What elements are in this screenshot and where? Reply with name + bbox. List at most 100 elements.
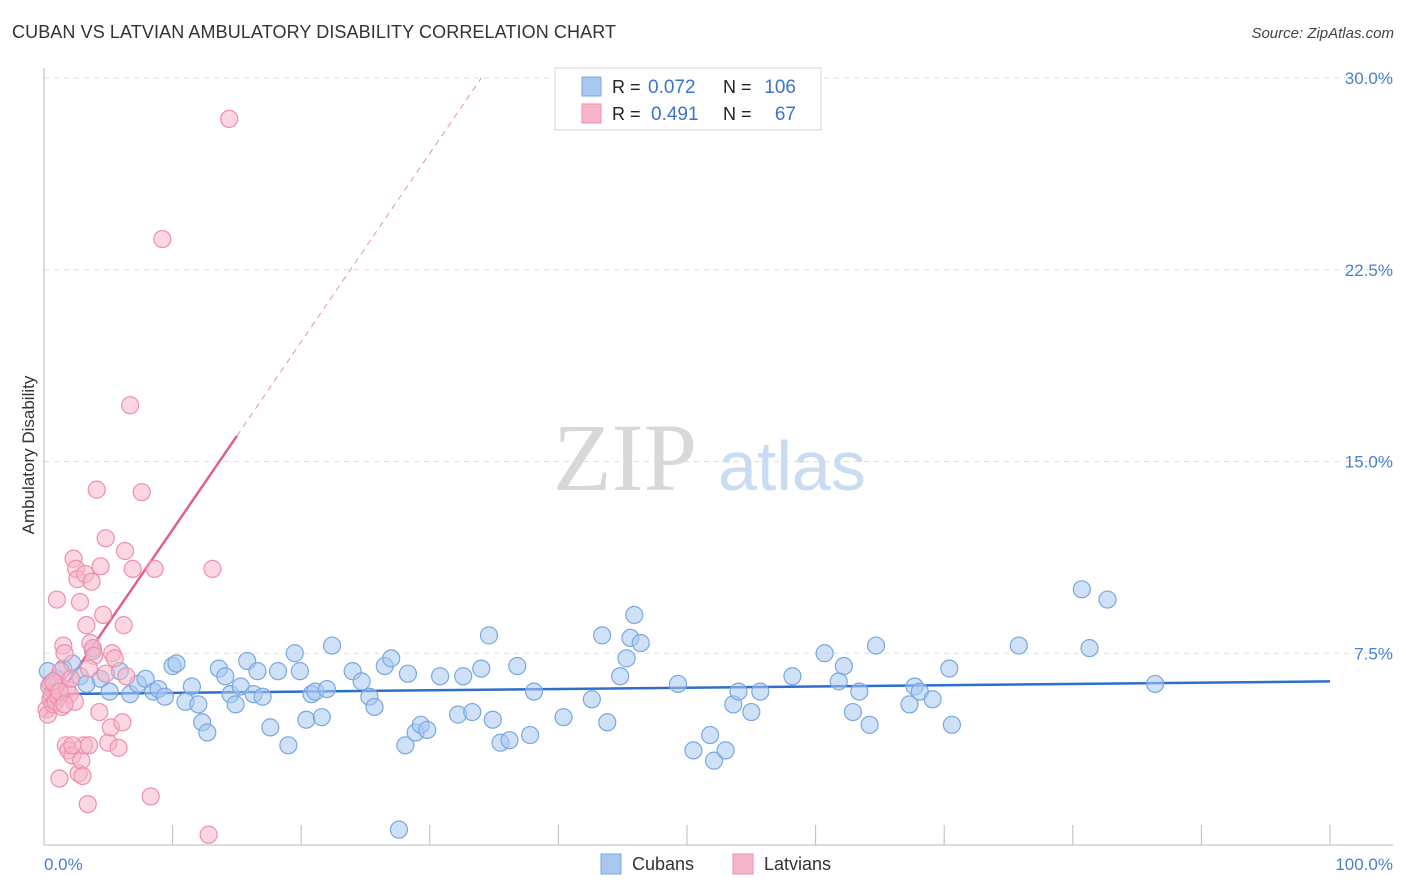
- bottom-legend-swatch-cubans: [601, 854, 621, 874]
- cuban-point: [830, 673, 847, 690]
- y-tick-labels: 7.5% 15.0% 22.5% 30.0%: [1345, 69, 1393, 663]
- cuban-point: [702, 727, 719, 744]
- latvian-point: [146, 560, 163, 577]
- latvian-point: [154, 231, 171, 248]
- cuban-point: [612, 668, 629, 685]
- bottom-legend: Cubans Latvians: [601, 854, 831, 874]
- cuban-point: [784, 668, 801, 685]
- latvian-point: [106, 650, 123, 667]
- cuban-point: [669, 675, 686, 692]
- cuban-point: [816, 645, 833, 662]
- cuban-point: [1081, 640, 1098, 657]
- cuban-point: [618, 650, 635, 667]
- cuban-point: [291, 663, 308, 680]
- watermark: ZIP atlas: [553, 404, 866, 511]
- cuban-point: [101, 683, 118, 700]
- cuban-point: [941, 660, 958, 677]
- cuban-point: [626, 606, 643, 623]
- latvian-point: [81, 660, 98, 677]
- legend-n-value-latvians: 67: [775, 104, 796, 125]
- cuban-point: [464, 704, 481, 721]
- latvian-point: [91, 704, 108, 721]
- y-tick-label: 7.5%: [1354, 644, 1393, 663]
- legend-swatch-latvians: [582, 104, 601, 123]
- y-tick-label: 15.0%: [1345, 453, 1393, 472]
- latvian-point: [73, 752, 90, 769]
- latvian-point: [97, 665, 114, 682]
- legend-n-value-cubans: 106: [764, 77, 796, 98]
- legend-swatch-cubans: [582, 77, 601, 96]
- latvian-point: [118, 668, 135, 685]
- latvians-trend-extension: [237, 78, 481, 436]
- watermark-atlas: atlas: [718, 427, 866, 505]
- top-legend: R = 0.072 N = 106 R = 0.491 N = 67: [555, 68, 821, 130]
- latvian-point: [88, 481, 105, 498]
- y-axis-label: Ambulatory Disability: [19, 375, 38, 534]
- latvian-point: [56, 645, 73, 662]
- cuban-point: [525, 683, 542, 700]
- cuban-point: [183, 678, 200, 695]
- latvian-point: [124, 560, 141, 577]
- cuban-point: [190, 696, 207, 713]
- cuban-point: [632, 635, 649, 652]
- cuban-point: [861, 716, 878, 733]
- cuban-point: [168, 655, 185, 672]
- trend-lines: [44, 78, 1330, 717]
- x-tick-label-min: 0.0%: [44, 855, 83, 874]
- latvian-point: [78, 617, 95, 634]
- cuban-point: [455, 668, 472, 685]
- latvian-point: [83, 573, 100, 590]
- latvian-point: [79, 796, 96, 813]
- cuban-point: [432, 668, 449, 685]
- latvian-point: [81, 737, 98, 754]
- watermark-zip: ZIP: [553, 404, 697, 511]
- cuban-point: [835, 658, 852, 675]
- cuban-point: [522, 727, 539, 744]
- latvian-point: [48, 591, 65, 608]
- latvian-point: [117, 542, 134, 559]
- cuban-point: [509, 658, 526, 675]
- latvian-point: [122, 397, 139, 414]
- cuban-point: [484, 711, 501, 728]
- cuban-point: [262, 719, 279, 736]
- cuban-point: [1147, 675, 1164, 692]
- latvian-point: [95, 606, 112, 623]
- cuban-point: [480, 627, 497, 644]
- cuban-point: [1099, 591, 1116, 608]
- y-tick-label: 22.5%: [1345, 261, 1393, 280]
- cuban-point: [383, 650, 400, 667]
- bottom-legend-label-cubans: Cubans: [632, 854, 694, 874]
- cuban-point: [313, 709, 330, 726]
- cuban-point: [594, 627, 611, 644]
- cuban-point: [851, 683, 868, 700]
- cuban-point: [943, 716, 960, 733]
- latvian-point: [97, 530, 114, 547]
- cuban-point: [318, 681, 335, 698]
- cuban-point: [1073, 581, 1090, 598]
- cuban-point: [555, 709, 572, 726]
- cuban-point: [298, 711, 315, 728]
- cuban-point: [280, 737, 297, 754]
- legend-r-value-cubans: 0.072: [648, 77, 696, 98]
- cuban-point: [501, 732, 518, 749]
- bottom-legend-label-latvians: Latvians: [764, 854, 831, 874]
- cuban-point: [599, 714, 616, 731]
- cuban-point: [390, 821, 407, 838]
- cuban-point: [743, 704, 760, 721]
- y-tick-label: 30.0%: [1345, 69, 1393, 88]
- cuban-point: [217, 668, 234, 685]
- cuban-point: [286, 645, 303, 662]
- latvian-point: [221, 110, 238, 127]
- cuban-point: [353, 673, 370, 690]
- cuban-point: [399, 665, 416, 682]
- latvian-point: [115, 617, 132, 634]
- latvian-point: [110, 739, 127, 756]
- latvian-point: [92, 558, 109, 575]
- cuban-point: [249, 663, 266, 680]
- legend-r-value-latvians: 0.491: [651, 104, 699, 125]
- latvian-point: [204, 560, 221, 577]
- latvian-point: [72, 594, 89, 611]
- latvian-point: [74, 767, 91, 784]
- latvian-point: [133, 484, 150, 501]
- cuban-point: [685, 742, 702, 759]
